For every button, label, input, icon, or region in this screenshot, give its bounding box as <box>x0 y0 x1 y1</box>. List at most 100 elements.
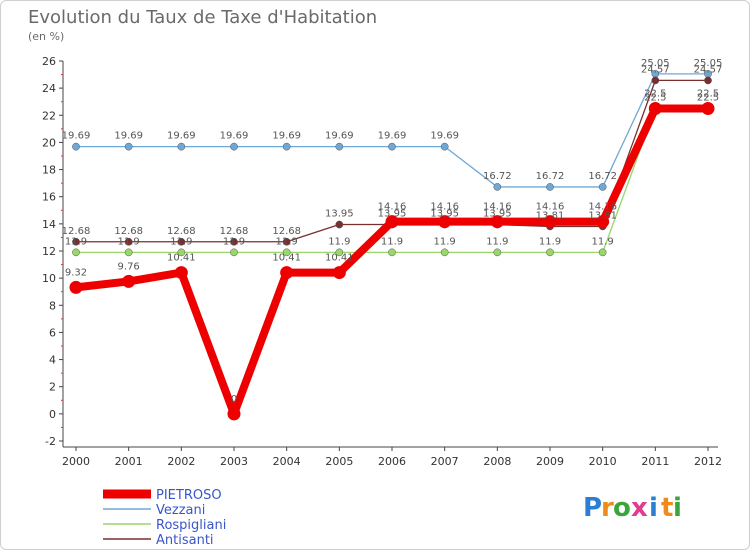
data-point <box>335 142 344 151</box>
data-label: 12.68 <box>220 226 249 237</box>
data-label: 19.69 <box>272 131 301 142</box>
data-label: 10.41 <box>167 253 196 264</box>
data-label: 11.9 <box>118 236 140 247</box>
data-label: 14.16 <box>430 202 459 213</box>
data-point <box>227 407 241 421</box>
data-label: 19.69 <box>430 131 459 142</box>
data-point <box>648 102 662 115</box>
data-label: 24.57 <box>641 64 670 75</box>
data-point <box>598 183 607 191</box>
data-label: 22.5 <box>644 93 666 104</box>
data-point <box>124 237 133 246</box>
data-label: 0 <box>231 394 237 405</box>
data-label: 14.16 <box>483 202 512 213</box>
data-point <box>230 248 238 257</box>
data-point <box>335 248 344 257</box>
data-label: 12.68 <box>272 226 301 237</box>
legend-label: Antisanti <box>156 533 214 548</box>
data-point <box>596 215 610 229</box>
y-tick-label: -2 <box>45 435 56 448</box>
y-tick-label: 14 <box>42 218 56 231</box>
y-tick-label: 10 <box>42 272 56 285</box>
data-point <box>280 266 294 280</box>
data-point <box>543 215 557 229</box>
logo-letter: i <box>673 493 682 523</box>
y-tick-label: 22 <box>42 109 56 122</box>
data-point <box>651 76 660 85</box>
data-label: 13.95 <box>378 209 407 220</box>
data-point <box>388 142 396 151</box>
data-point <box>493 183 502 191</box>
data-point <box>332 266 346 280</box>
data-label: 24.57 <box>694 64 723 75</box>
data-label: 11.9 <box>276 236 298 247</box>
x-tick-label: 2009 <box>536 455 564 468</box>
data-label: 14.16 <box>536 202 565 213</box>
x-tick-label: 2004 <box>273 455 301 468</box>
data-label: 25.05 <box>641 58 670 69</box>
data-label: 11.9 <box>434 236 456 247</box>
data-point <box>490 215 504 229</box>
data-label: 11.9 <box>486 236 508 247</box>
data-label: 12.68 <box>114 226 143 237</box>
data-label: 19.69 <box>378 131 407 142</box>
data-label: 10.41 <box>272 253 301 264</box>
x-tick-label: 2011 <box>641 455 669 468</box>
data-label: 19.69 <box>167 131 196 142</box>
data-label: 11.9 <box>170 236 192 247</box>
y-tick-label: 12 <box>42 245 56 258</box>
data-label: 22.5 <box>697 89 719 100</box>
data-label: 19.69 <box>325 131 354 142</box>
y-tick-label: 8 <box>49 299 56 312</box>
data-point <box>282 248 291 257</box>
logo-letter: x <box>631 493 648 523</box>
data-label: 22.5 <box>697 93 719 104</box>
data-point <box>440 142 449 151</box>
legend-label: Vezzani <box>156 503 205 518</box>
y-tick-label: 0 <box>49 408 56 421</box>
data-point <box>546 248 554 257</box>
y-tick-label: 2 <box>49 381 56 394</box>
data-point <box>230 142 238 151</box>
data-label: 9.32 <box>65 267 87 278</box>
data-label: 14.16 <box>588 202 617 213</box>
y-tick-label: 6 <box>49 326 56 339</box>
data-label: 11.9 <box>539 236 561 247</box>
data-label: 12.68 <box>167 226 196 237</box>
y-tick-label: 16 <box>42 191 56 204</box>
data-label: 10.41 <box>325 253 354 264</box>
legend-label: Rospigliani <box>156 518 226 533</box>
series-lines <box>69 70 715 421</box>
data-point <box>282 237 291 246</box>
data-label: 13.95 <box>430 209 459 220</box>
logo-letter: P <box>583 493 602 523</box>
data-point <box>124 142 133 151</box>
data-point <box>230 237 238 246</box>
data-point <box>701 102 715 115</box>
data-point <box>440 248 449 257</box>
x-tick-label: 2002 <box>167 455 195 468</box>
data-label: 11.9 <box>381 236 403 247</box>
data-point <box>282 142 291 151</box>
data-label: 11.9 <box>328 236 350 247</box>
data-label: 19.69 <box>114 131 143 142</box>
logo-letter: r <box>601 493 614 523</box>
logo-letter: t <box>661 493 673 523</box>
data-point <box>177 237 186 246</box>
data-point <box>72 248 80 257</box>
data-label: 11.9 <box>65 236 87 247</box>
data-label: 12.68 <box>62 226 91 237</box>
data-label: 16.72 <box>536 171 565 182</box>
data-point <box>388 248 396 257</box>
data-point <box>174 266 188 280</box>
data-label: 16.72 <box>483 171 512 182</box>
data-label: 19.69 <box>62 131 91 142</box>
legend-label: PIETROSO <box>156 488 222 503</box>
data-point <box>335 220 344 229</box>
data-label: 13.81 <box>536 210 565 221</box>
data-label: 13.95 <box>325 209 354 220</box>
data-point <box>704 76 712 85</box>
